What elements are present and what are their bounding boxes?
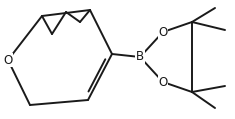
Text: O: O xyxy=(158,75,168,89)
Text: B: B xyxy=(136,50,144,64)
Text: O: O xyxy=(158,25,168,39)
Text: O: O xyxy=(3,54,13,67)
